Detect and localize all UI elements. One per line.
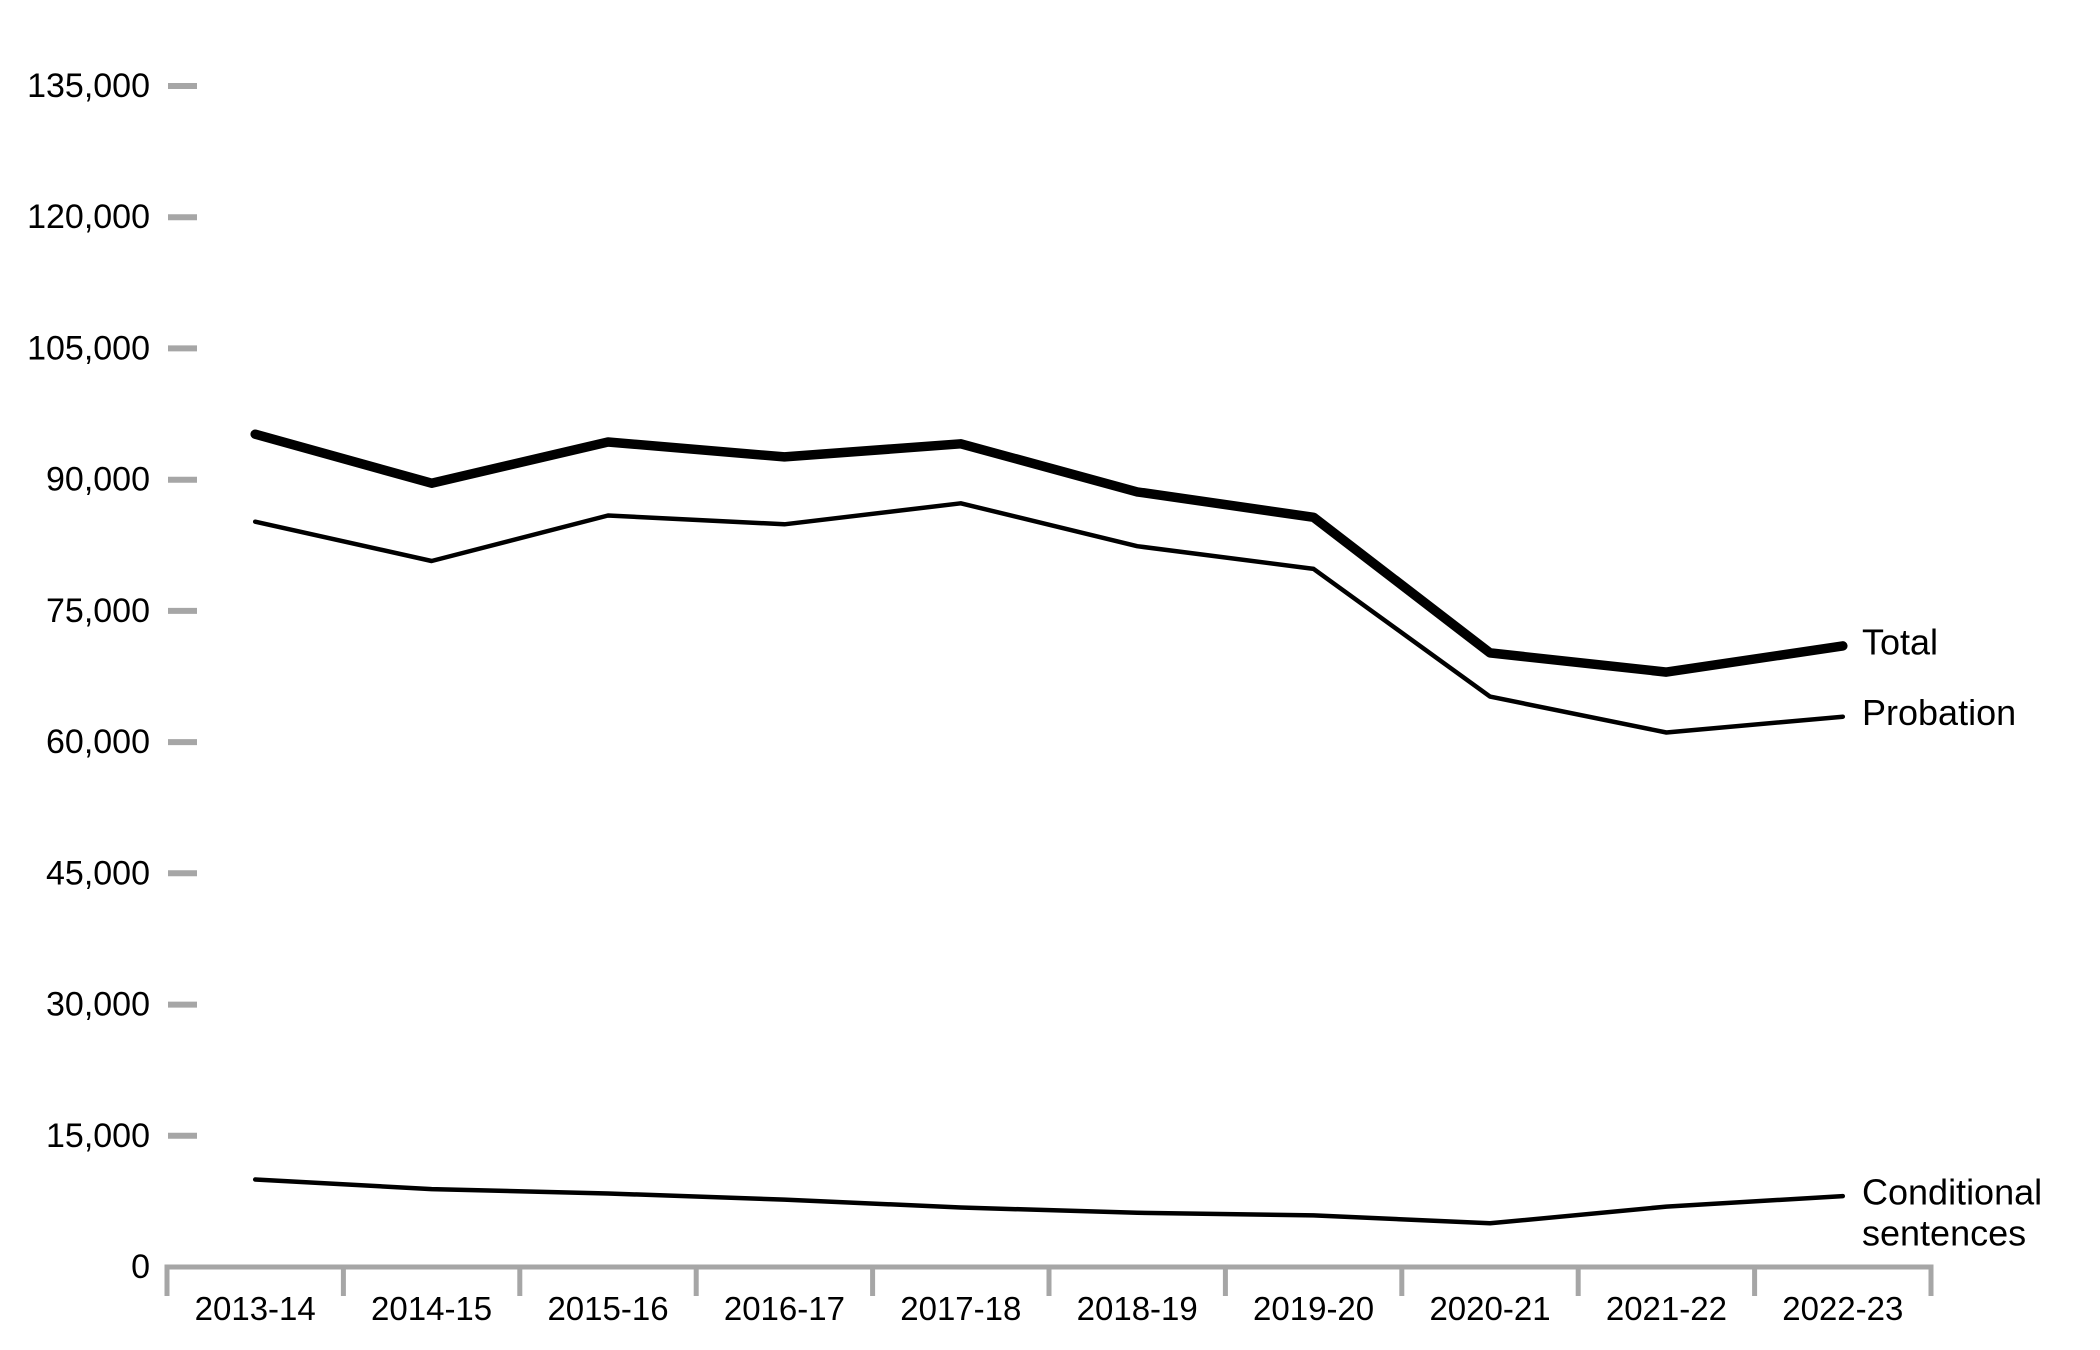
x-axis-label: 2019-20 (1253, 1290, 1374, 1327)
y-axis-label: 105,000 (27, 329, 150, 367)
y-axis-label: 60,000 (46, 723, 150, 761)
series-label-conditional-sentences: sentences (1862, 1213, 2026, 1254)
x-axis-label: 2022-23 (1782, 1290, 1903, 1327)
x-axis-label: 2015-16 (547, 1290, 668, 1327)
series-line-total (250, 429, 1848, 677)
series-label-conditional-sentences: Conditional (1862, 1172, 2042, 1213)
x-axis-label: 2021-22 (1606, 1290, 1727, 1327)
series-label-probation: Probation (1862, 692, 2016, 733)
y-axis-label: 90,000 (46, 461, 150, 499)
x-axis-label: 2014-15 (371, 1290, 492, 1327)
y-axis-label: 75,000 (46, 592, 150, 630)
x-axis-label: 2020-21 (1429, 1290, 1550, 1327)
y-axis-label: 45,000 (46, 854, 150, 892)
y-axis-label: 0 (131, 1248, 150, 1286)
series-label-total: Total (1862, 621, 1938, 662)
x-axis-label: 2017-18 (900, 1290, 1021, 1327)
series-line-conditional-sentences (252, 1177, 1846, 1226)
y-axis-label: 120,000 (27, 198, 150, 236)
y-axis-label: 30,000 (46, 986, 150, 1024)
y-axis-label: 135,000 (27, 67, 150, 105)
y-axis-label: 15,000 (46, 1117, 150, 1155)
x-axis-label: 2018-19 (1077, 1290, 1198, 1327)
x-axis-label: 2016-17 (724, 1290, 845, 1327)
x-axis-label: 2013-14 (195, 1290, 316, 1327)
series-line-probation (252, 501, 1846, 735)
